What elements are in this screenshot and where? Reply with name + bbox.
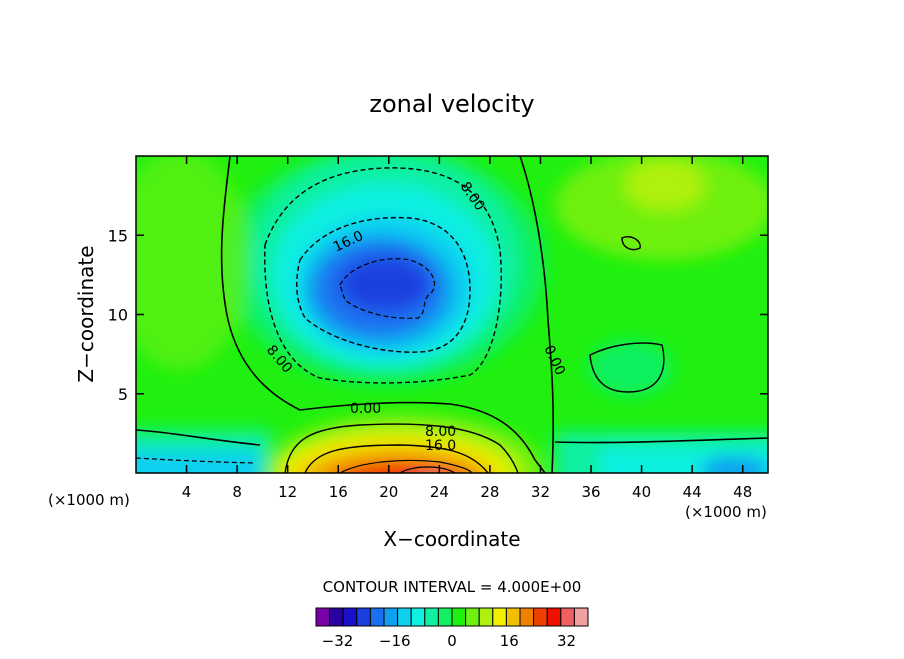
- colorbar-tick-label: 32: [557, 632, 576, 650]
- colorbar-swatch: [397, 607, 412, 627]
- contour-line-pos: [339, 459, 473, 473]
- y-tick-label: 5: [118, 385, 128, 404]
- colorbar-tick-label: 0: [447, 632, 457, 650]
- colorbar-swatch: [383, 607, 399, 627]
- contour-label: 0.00: [350, 401, 381, 417]
- x-tick-label: 8: [232, 483, 242, 501]
- contour-line-zero: [136, 429, 261, 446]
- field-band: [340, 257, 430, 311]
- contour-field: 8.00 16.0 8.00 0.00 0.00 8.00 16.0: [136, 156, 768, 473]
- x-tick-label: 48: [733, 483, 752, 501]
- colorbar-swatch: [315, 607, 331, 627]
- y-tick-label: 10: [108, 306, 128, 325]
- x-unit-left: (×1000 m): [48, 491, 130, 509]
- colorbar-swatch: [465, 607, 480, 627]
- colorbar-swatch: [437, 607, 453, 627]
- colorbar-swatch: [492, 607, 507, 627]
- contour-line-neg: [264, 167, 502, 384]
- y-axis-ticks: 5 10 15: [108, 226, 768, 404]
- x-axis-ticks: 4 8 12 16 20 24 28 32 36 40 44 48: [182, 156, 752, 501]
- colorbar-swatch: [451, 607, 467, 627]
- y-axis-label: Z−coordinate: [74, 245, 98, 382]
- contour-line-pos: [399, 466, 456, 473]
- contour-label: 16.0: [425, 438, 456, 454]
- colorbar-swatch: [342, 607, 358, 627]
- colorbar-swatch: [424, 607, 439, 627]
- colorbar-swatch: [410, 607, 426, 627]
- colorbar-swatch: [505, 607, 521, 627]
- contour-line-zero: [589, 342, 665, 393]
- y-tick-label: 15: [108, 226, 128, 245]
- colorbar-swatch: [546, 607, 562, 627]
- x-tick-label: 44: [683, 483, 702, 501]
- contour-line-zero: [220, 156, 546, 473]
- contour-line-zero: [554, 437, 768, 444]
- colorbar-swatch: [478, 607, 494, 627]
- colorbar-tick-label: 16: [500, 632, 519, 650]
- colorbar-swatch: [560, 607, 575, 627]
- contour-line-pos: [304, 444, 489, 473]
- colorbar-labels: −32 −16 0 16 32: [322, 632, 576, 650]
- x-tick-label: 40: [632, 483, 651, 501]
- contour-line-neg: [339, 258, 436, 319]
- field-band: [136, 156, 250, 370]
- contour-line-pos: [284, 423, 519, 473]
- x-tick-label: 32: [531, 483, 550, 501]
- contour-label: 8.00: [425, 424, 456, 440]
- colorbar-swatch: [369, 607, 385, 627]
- colorbar-swatch: [356, 607, 371, 627]
- contour-line-zero: [519, 156, 555, 473]
- colorbar-tick-label: −32: [322, 632, 354, 650]
- contour-line-neg: [136, 457, 256, 464]
- x-tick-label: 20: [379, 483, 398, 501]
- field-band: [588, 340, 672, 396]
- x-tick-label: 4: [182, 483, 192, 501]
- colorbar-tick-label: −16: [379, 632, 411, 650]
- colorbar: [315, 607, 589, 627]
- contour-interval-text: CONTOUR INTERVAL = 4.000E+00: [323, 578, 582, 596]
- x-tick-label: 28: [480, 483, 499, 501]
- colorbar-swatch: [573, 607, 589, 627]
- contour-line-neg: [296, 216, 471, 353]
- x-tick-label: 16: [329, 483, 348, 501]
- x-tick-label: 12: [278, 483, 297, 501]
- field-band: [625, 160, 705, 210]
- field-band: [136, 450, 260, 473]
- field-band: [700, 456, 768, 473]
- x-tick-label: 24: [430, 483, 449, 501]
- colorbar-swatch: [519, 607, 535, 627]
- chart-title: zonal velocity: [369, 90, 534, 118]
- contour-line-zero: [621, 236, 641, 251]
- colorbar-swatch: [329, 607, 344, 627]
- x-unit-right: (×1000 m): [685, 503, 767, 521]
- field-band: [343, 464, 457, 473]
- x-axis-label: X−coordinate: [383, 527, 520, 551]
- colorbar-swatch: [533, 607, 548, 627]
- x-tick-label: 36: [581, 483, 600, 501]
